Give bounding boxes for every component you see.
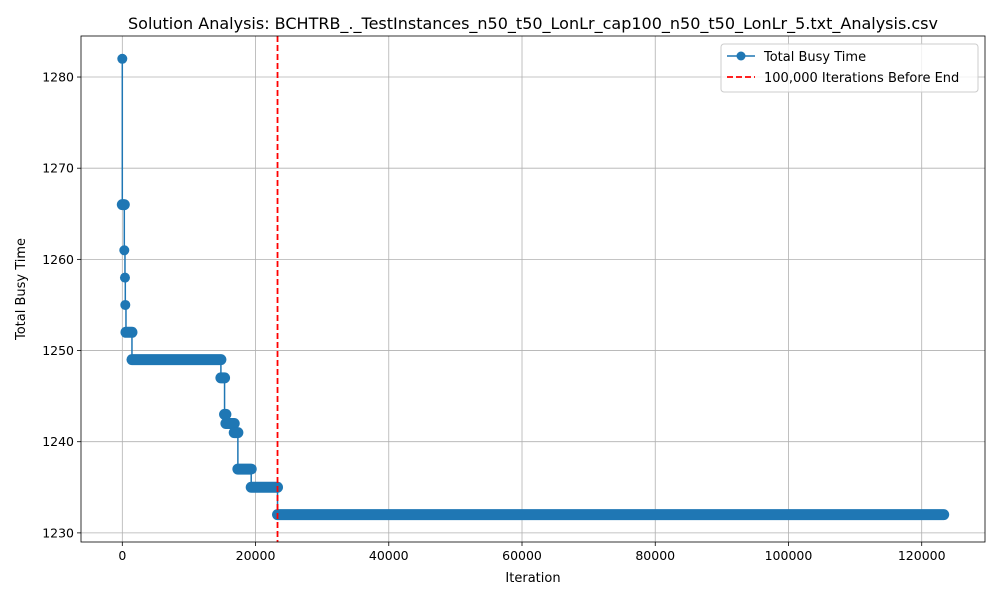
x-tick-label: 0 (118, 548, 126, 563)
x-tick-label: 60000 (502, 548, 542, 563)
data-point (117, 53, 128, 64)
y-tick-label: 1250 (42, 343, 74, 358)
chart-title: Solution Analysis: BCHTRB_._TestInstance… (128, 14, 938, 34)
x-tick-label: 100000 (765, 548, 813, 563)
legend-label-reference: 100,000 Iterations Before End (764, 71, 959, 86)
y-tick-label: 1280 (42, 70, 74, 85)
legend-label-total-busy-time: Total Busy Time (763, 50, 866, 65)
y-tick-label: 1230 (42, 525, 74, 540)
x-axis-label: Iteration (505, 571, 560, 586)
grid (81, 36, 985, 542)
legend-box (720, 43, 979, 93)
data-point (119, 245, 130, 256)
y-tick-label: 1240 (42, 434, 74, 449)
y-tick-label: 1260 (42, 252, 74, 267)
x-tick-label: 20000 (236, 548, 276, 563)
y-tick-label: 1270 (42, 161, 74, 176)
plot-frame (80, 35, 986, 543)
plot-data (116, 53, 950, 521)
legend-marker-total-busy-time (736, 51, 746, 61)
legend: Total Busy Time 100,000 Iterations Befor… (720, 43, 979, 93)
x-tick-label: 40000 (369, 548, 409, 563)
x-tick-label: 120000 (898, 548, 946, 563)
ticks: 0 20000 40000 60000 80000 100000 120000 1230 124… (42, 70, 945, 563)
data-point (119, 272, 130, 283)
y-axis-label: Total Busy Time (14, 238, 29, 341)
x-tick-label: 80000 (635, 548, 675, 563)
data-point (120, 299, 131, 310)
